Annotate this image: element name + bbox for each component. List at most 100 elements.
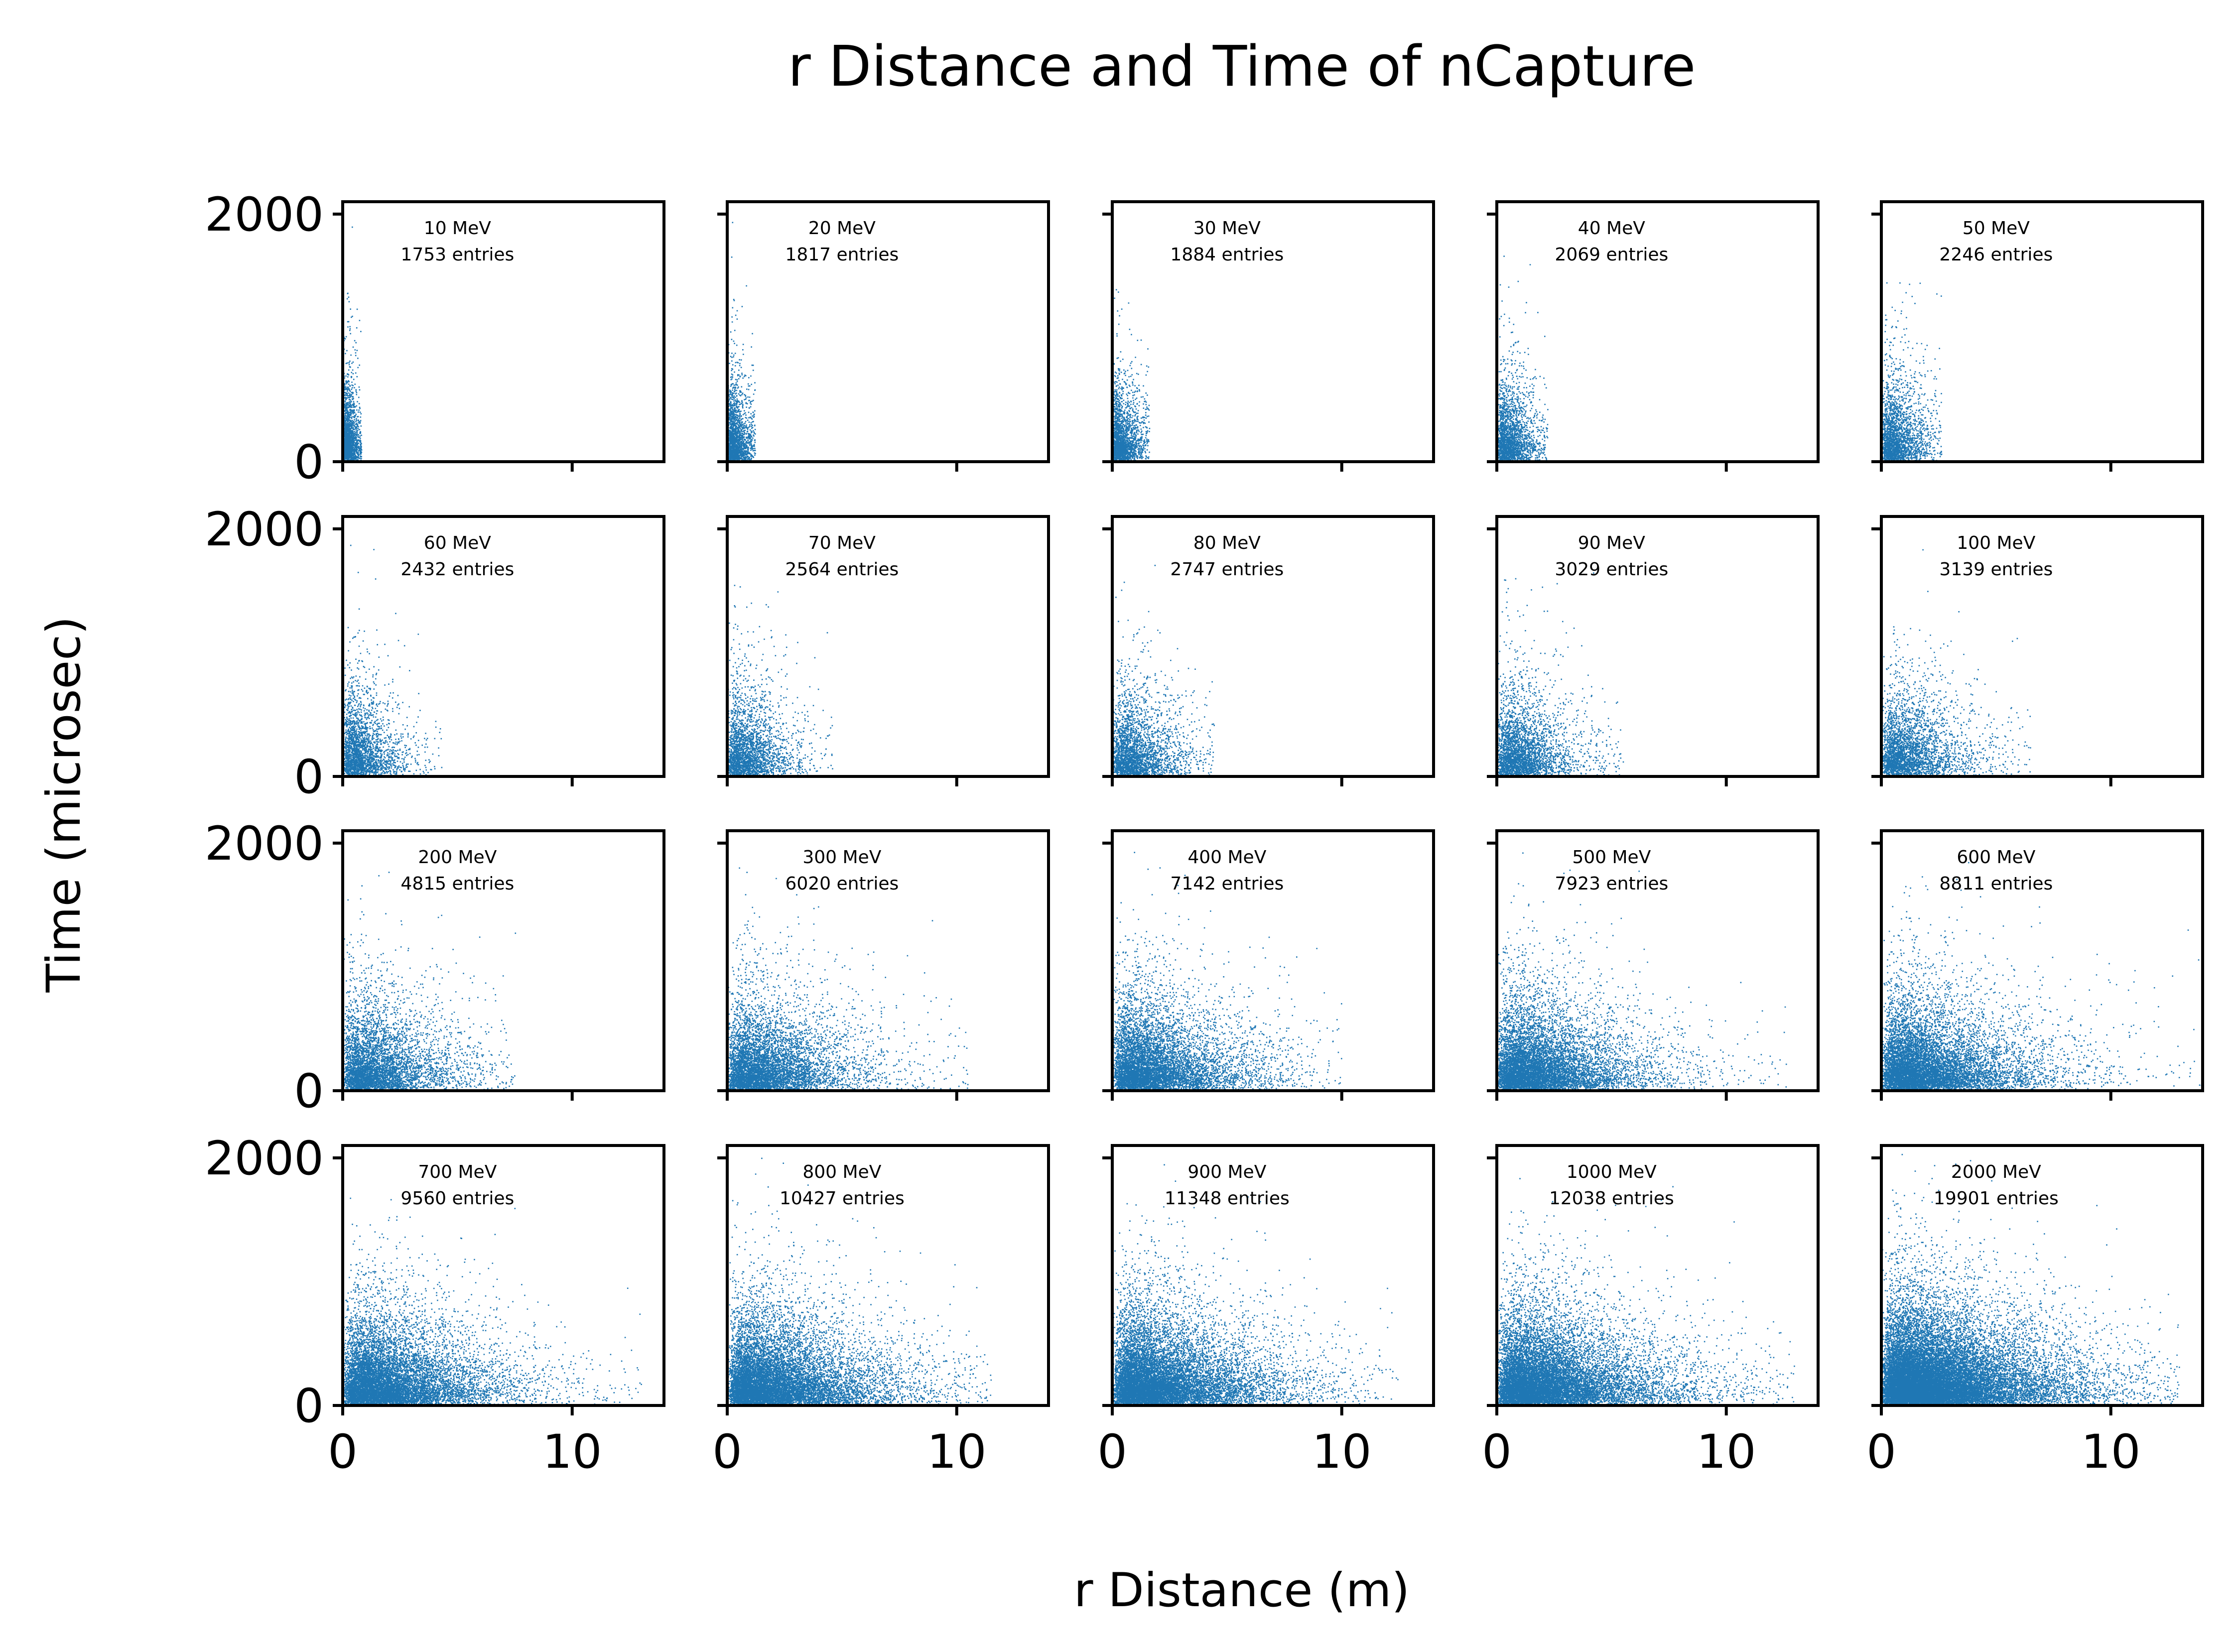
scatter-points — [1497, 255, 1549, 463]
panel-frame — [1880, 1144, 2204, 1407]
panel-energy-label: 400 MeV — [1187, 847, 1266, 868]
scatter-points — [343, 872, 517, 1092]
panel-entries-label: 7142 entries — [1170, 874, 1284, 894]
panel-frame — [1880, 829, 2204, 1092]
panel-800-mev: 0 10 800 MeV 10427 entries — [712, 1144, 1050, 1479]
x-tick-label: 10 — [1697, 1425, 1756, 1479]
scatter-points — [727, 585, 833, 777]
y-tick-label: 0 — [294, 750, 324, 804]
panel-10-mev: 0 2000 10 MeV 1753 entries — [205, 188, 665, 490]
scatter-points — [1881, 282, 1943, 463]
panel-30-mev: 30 MeV 1884 entries — [1102, 200, 1435, 472]
panel-entries-label: 2564 entries — [785, 559, 899, 580]
scatter-points — [1112, 289, 1151, 463]
panel-energy-label: 800 MeV — [802, 1162, 881, 1182]
panel-frame — [1495, 200, 1820, 463]
panel-entries-label: 6020 entries — [785, 874, 899, 894]
panel-entries-label: 1817 entries — [785, 245, 899, 265]
panel-energy-label: 80 MeV — [1193, 533, 1261, 553]
y-tick-label: 0 — [294, 1379, 324, 1433]
panel-entries-label: 1753 entries — [400, 245, 514, 265]
scatter-points — [727, 867, 969, 1092]
panel-energy-label: 1000 MeV — [1567, 1162, 1657, 1182]
panel-entries-label: 2432 entries — [400, 559, 514, 580]
panel-20-mev: 20 MeV 1817 entries — [717, 200, 1050, 472]
x-tick-label: 0 — [1097, 1425, 1127, 1479]
scatter-points — [1497, 852, 1787, 1092]
scatter-points — [1112, 1164, 1399, 1407]
panel-entries-label: 7923 entries — [1555, 874, 1668, 894]
panel-energy-label: 90 MeV — [1578, 533, 1645, 553]
panel-frame — [1495, 515, 1820, 778]
panel-entries-label: 8811 entries — [1939, 874, 2053, 894]
panel-500-mev: 500 MeV 7923 entries — [1487, 829, 1820, 1101]
scatter-points — [1881, 862, 2203, 1092]
panel-80-mev: 80 MeV 2747 entries — [1102, 515, 1435, 786]
panel-2000-mev: 0 10 2000 MeV 19901 entries — [1866, 1144, 2204, 1479]
scatter-points — [1881, 1153, 2180, 1407]
panel-60-mev: 0 2000 60 MeV 2432 entries — [205, 503, 665, 804]
panel-entries-label: 3139 entries — [1939, 559, 2053, 580]
panel-energy-label: 100 MeV — [1957, 533, 2035, 553]
panel-frame — [1495, 1144, 1820, 1407]
panel-100-mev: 100 MeV 3139 entries — [1871, 515, 2204, 786]
panel-40-mev: 40 MeV 2069 entries — [1487, 200, 1820, 472]
panel-entries-label: 3029 entries — [1555, 559, 1668, 580]
panel-energy-label: 700 MeV — [418, 1162, 497, 1182]
panel-frame — [1495, 829, 1820, 1092]
panel-frame — [341, 515, 665, 778]
panel-entries-label: 2069 entries — [1555, 245, 1668, 265]
x-tick-label: 0 — [1866, 1425, 1896, 1479]
panel-energy-label: 40 MeV — [1578, 218, 1645, 239]
panel-entries-label: 2747 entries — [1170, 559, 1284, 580]
y-tick-label: 2000 — [205, 1132, 324, 1186]
panel-frame — [726, 515, 1050, 778]
panel-frame — [1111, 200, 1435, 463]
panel-entries-label: 10427 entries — [780, 1188, 905, 1209]
scatter-points — [1497, 572, 1624, 778]
panel-energy-label: 30 MeV — [1193, 218, 1261, 239]
figure-title: r Distance and Time of nCapture — [788, 34, 1696, 99]
y-tick-label: 0 — [294, 1064, 324, 1119]
x-tick-label: 0 — [328, 1425, 358, 1479]
panels-group: 0 2000 10 MeV 1753 entries 20 MeV 1817 entrie… — [205, 188, 2204, 1479]
panel-frame — [1880, 515, 2204, 778]
panel-energy-label: 900 MeV — [1187, 1162, 1266, 1182]
y-tick-label: 2000 — [205, 503, 324, 557]
scatter-points — [343, 1197, 642, 1406]
y-tick-label: 2000 — [205, 817, 324, 871]
scatter-points — [1497, 1178, 1796, 1407]
panel-frame — [341, 1144, 665, 1407]
panel-400-mev: 400 MeV 7142 entries — [1102, 829, 1435, 1101]
panel-energy-label: 20 MeV — [808, 218, 876, 239]
scatter-points — [1112, 565, 1215, 778]
panel-600-mev: 600 MeV 8811 entries — [1871, 829, 2204, 1101]
x-tick-label: 10 — [542, 1425, 602, 1479]
panel-700-mev: 0 2000 0 10 700 MeV 9560 entries — [205, 1132, 665, 1479]
panel-energy-label: 500 MeV — [1572, 847, 1651, 868]
x-axis-label: r Distance (m) — [1074, 1563, 1410, 1618]
panel-entries-label: 9560 entries — [400, 1188, 514, 1209]
panel-90-mev: 90 MeV 3029 entries — [1487, 515, 1820, 786]
panel-70-mev: 70 MeV 2564 entries — [717, 515, 1050, 786]
scatter-points — [1113, 852, 1342, 1092]
scatter-points — [343, 226, 363, 463]
scatter-points — [727, 1157, 992, 1407]
panel-energy-label: 200 MeV — [418, 847, 497, 868]
panel-entries-label: 4815 entries — [400, 874, 514, 894]
panel-energy-label: 70 MeV — [808, 533, 876, 553]
panel-entries-label: 11348 entries — [1165, 1188, 1290, 1209]
panel-energy-label: 10 MeV — [424, 218, 491, 239]
panel-frame — [341, 200, 665, 463]
x-tick-label: 10 — [2081, 1425, 2141, 1479]
scatter-points — [727, 222, 756, 463]
panel-1000-mev: 0 10 1000 MeV 12038 entries — [1482, 1144, 1820, 1479]
panel-entries-label: 19901 entries — [1934, 1188, 2059, 1209]
panel-entries-label: 1884 entries — [1170, 245, 1284, 265]
panel-300-mev: 300 MeV 6020 entries — [717, 829, 1050, 1101]
panel-frame — [1111, 829, 1435, 1092]
x-tick-label: 0 — [1482, 1425, 1512, 1479]
panel-frame — [1880, 200, 2204, 463]
x-tick-label: 10 — [927, 1425, 987, 1479]
